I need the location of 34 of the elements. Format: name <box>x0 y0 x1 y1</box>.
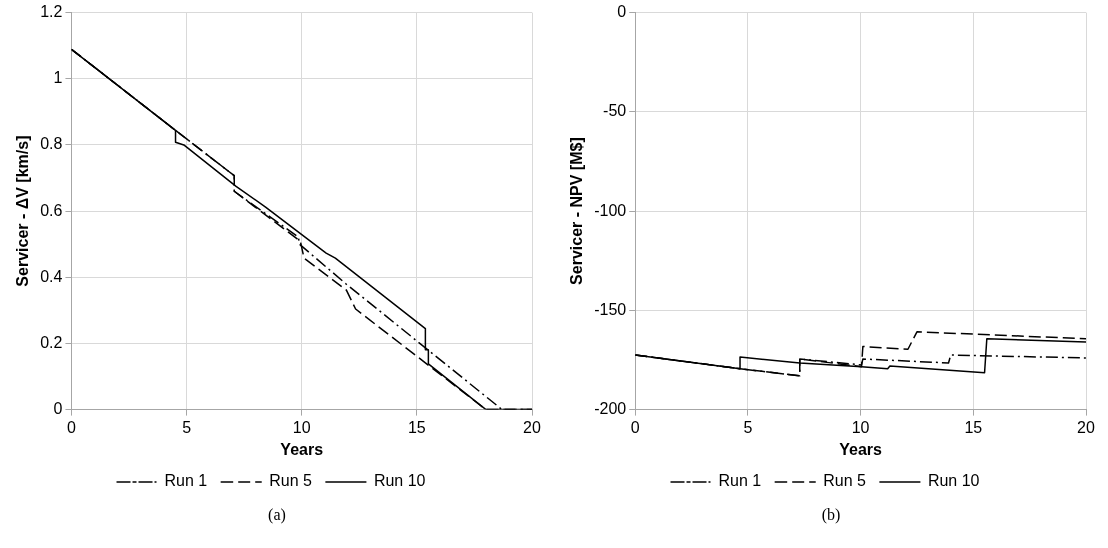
x-tick-label: 15 <box>407 418 426 436</box>
x-tick-label: 15 <box>964 418 983 436</box>
y-tick-label: 1.2 <box>40 3 63 21</box>
y-tick-label: -100 <box>594 201 627 219</box>
legend-label: Run 10 <box>373 472 426 490</box>
x-tick-label: 0 <box>66 418 76 436</box>
y-tick-label: 0.2 <box>40 333 63 351</box>
x-axis-title: Years <box>280 440 324 458</box>
y-tick-label: 0.8 <box>40 135 63 153</box>
y-tick-label: 0 <box>617 3 627 21</box>
legend-label: Run 10 <box>927 472 980 490</box>
x-tick-label: 5 <box>743 418 753 436</box>
legend-label: Run 1 <box>718 472 762 490</box>
x-tick-label: 10 <box>292 418 311 436</box>
y-tick-label: -50 <box>603 102 627 120</box>
y-tick-label: 1 <box>53 69 63 87</box>
x-tick-label: 20 <box>1077 418 1095 436</box>
y-tick-label: -200 <box>594 400 627 418</box>
x-axis-title: Years <box>839 440 883 458</box>
y-tick-label: 0.6 <box>40 201 63 219</box>
y-axis-title: Servicer - ΔV [km/s] <box>14 135 32 287</box>
legend-label: Run 5 <box>823 472 866 490</box>
x-tick-label: 20 <box>523 418 541 436</box>
y-tick-label: -150 <box>594 300 627 318</box>
text: (b) <box>820 506 842 524</box>
legend-label: Run 5 <box>269 472 312 490</box>
y-axis-title: Servicer - NPV [M$] <box>568 137 586 285</box>
legend-label: Run 1 <box>164 472 208 490</box>
text: (a) <box>267 506 287 524</box>
x-tick-label: 0 <box>630 418 640 436</box>
x-tick-label: 10 <box>851 418 870 436</box>
y-tick-label: 0.4 <box>40 267 63 285</box>
y-tick-label: 0 <box>53 400 63 418</box>
x-tick-label: 5 <box>182 418 192 436</box>
